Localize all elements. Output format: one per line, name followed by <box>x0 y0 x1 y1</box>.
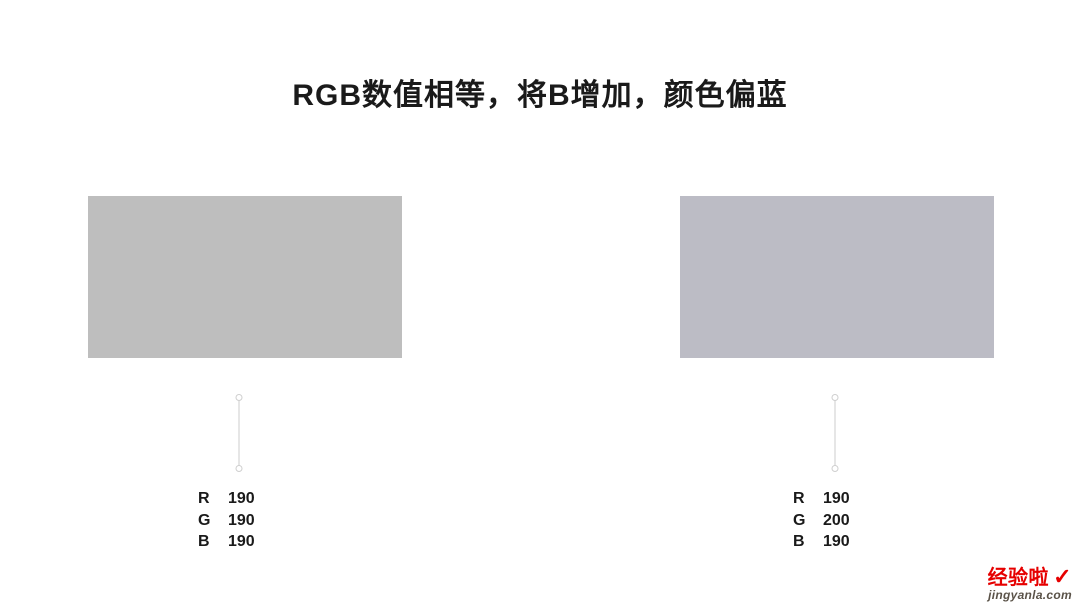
connector-dot-icon <box>832 394 839 401</box>
rgb-row: G 200 <box>793 510 850 532</box>
page: RGB数值相等，将B增加，颜色偏蓝 R 190 G 190 B 190 R 19… <box>0 0 1080 608</box>
connector-left <box>238 398 240 468</box>
rgb-label-r: R <box>793 488 823 510</box>
connector-dot-icon <box>236 394 243 401</box>
check-icon: ✓ <box>1053 564 1072 589</box>
swatch-left <box>88 196 402 358</box>
rgb-label-b: B <box>198 531 228 553</box>
rgb-values-left: R 190 G 190 B 190 <box>198 488 255 553</box>
rgb-value-r: 190 <box>823 488 850 510</box>
rgb-label-g: G <box>198 510 228 532</box>
rgb-label-b: B <box>793 531 823 553</box>
rgb-row: B 190 <box>198 531 255 553</box>
swatch-right <box>680 196 994 358</box>
watermark: 经验啦✓ jingyanla.com <box>988 561 1072 602</box>
rgb-label-g: G <box>793 510 823 532</box>
connector-dot-icon <box>236 465 243 472</box>
rgb-value-b: 190 <box>823 531 850 553</box>
rgb-row: R 190 <box>198 488 255 510</box>
rgb-label-r: R <box>198 488 228 510</box>
rgb-value-g: 190 <box>228 510 255 532</box>
watermark-bottom: jingyanla.com <box>988 588 1072 602</box>
watermark-top: 经验啦✓ <box>988 561 1072 590</box>
connector-dot-icon <box>832 465 839 472</box>
rgb-values-right: R 190 G 200 B 190 <box>793 488 850 553</box>
connector-right <box>834 398 836 468</box>
page-title: RGB数值相等，将B增加，颜色偏蓝 <box>0 70 1080 114</box>
rgb-row: B 190 <box>793 531 850 553</box>
rgb-value-b: 190 <box>228 531 255 553</box>
watermark-text: 经验啦 <box>988 567 1050 589</box>
rgb-value-r: 190 <box>228 488 255 510</box>
rgb-value-g: 200 <box>823 510 850 532</box>
rgb-row: G 190 <box>198 510 255 532</box>
rgb-row: R 190 <box>793 488 850 510</box>
